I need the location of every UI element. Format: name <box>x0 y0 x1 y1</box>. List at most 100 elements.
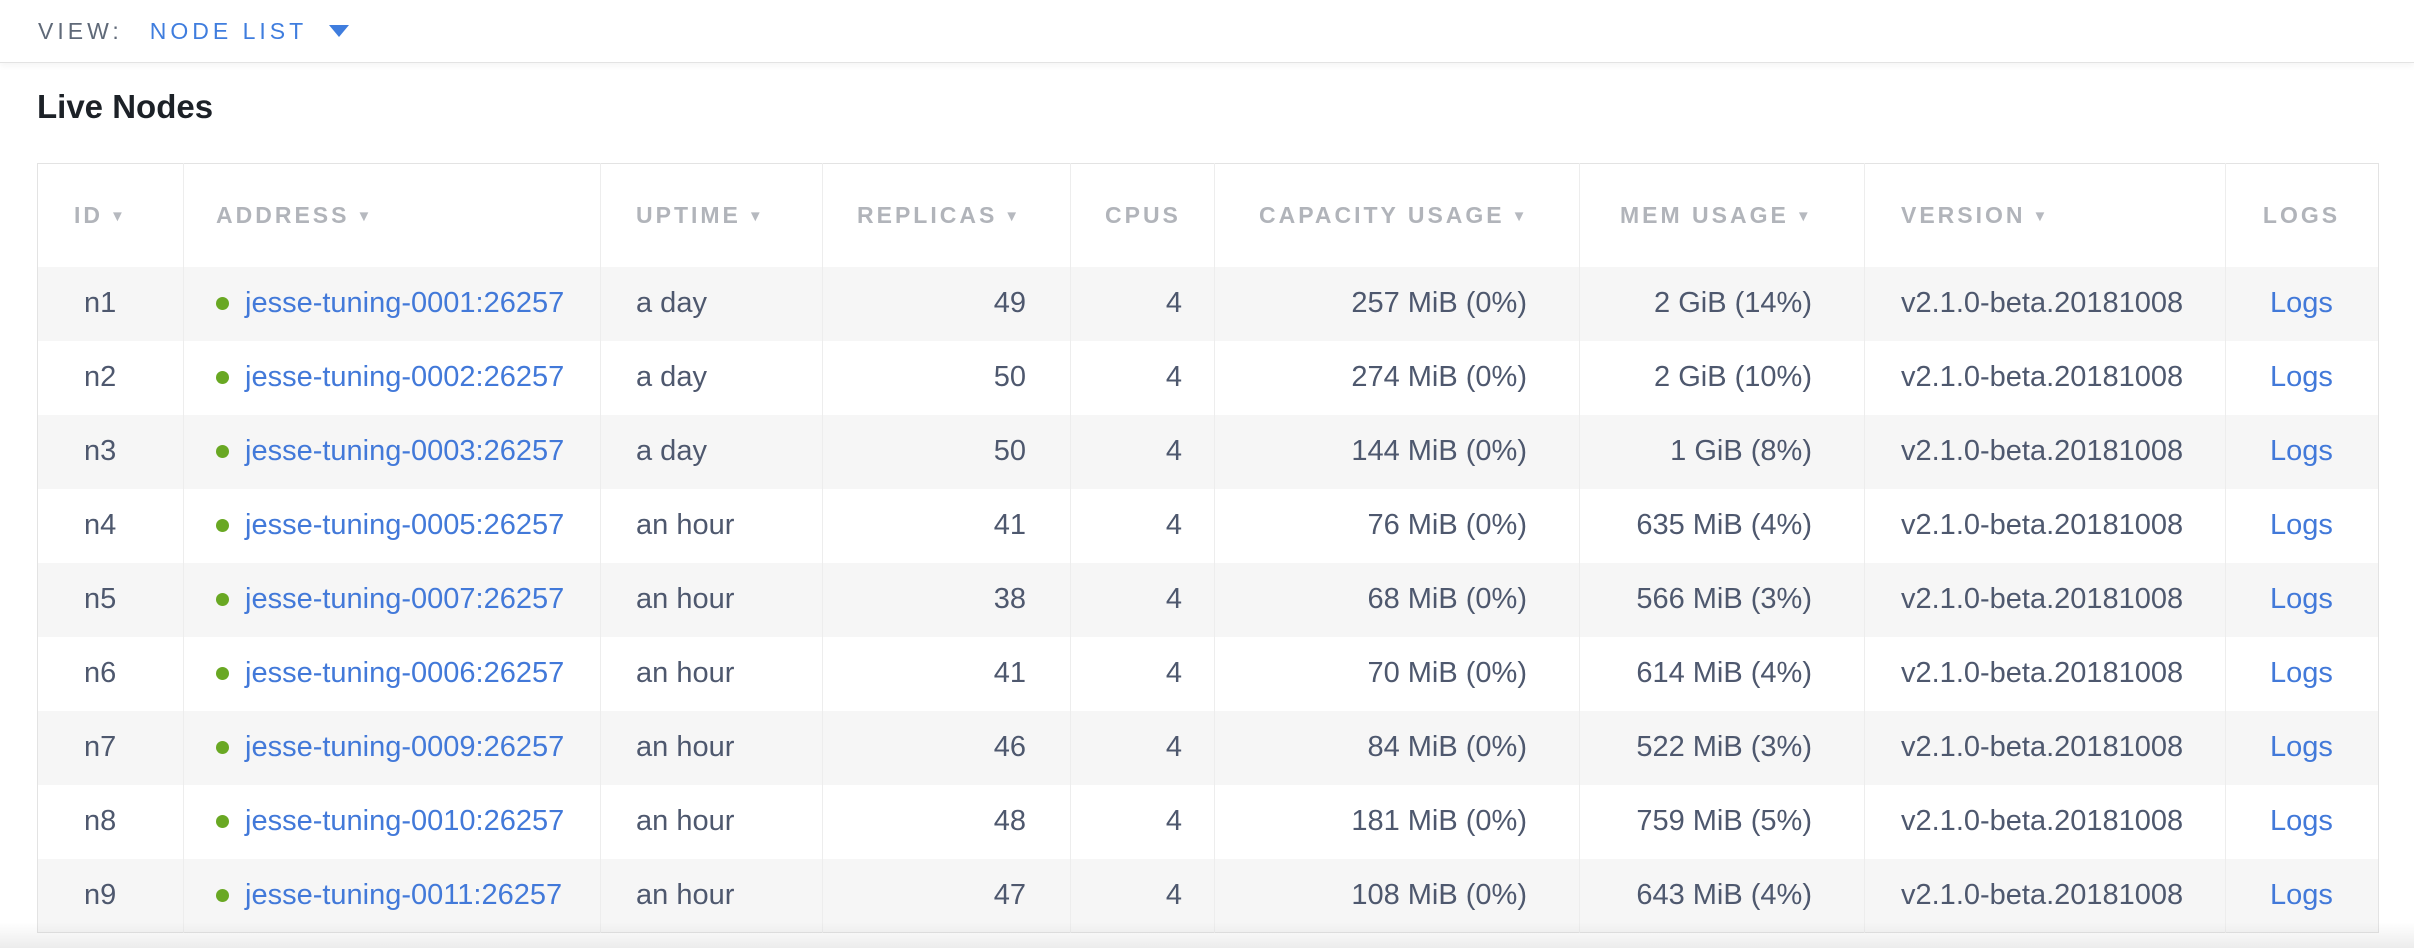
node-id-cell: n8 <box>84 805 117 837</box>
node-id-cell: n2 <box>84 361 117 393</box>
node-capacity-usage-cell: 274 MiB (0%) <box>1214 340 1580 415</box>
node-id-cell: n4 <box>84 509 117 541</box>
node-health-icon <box>216 371 229 384</box>
node-replicas-cell: 50 <box>822 414 1071 489</box>
node-replicas-cell: 47 <box>822 858 1071 933</box>
logs-link[interactable]: Logs <box>2270 509 2333 541</box>
table-row: n8 jesse-tuning-0010:26257 an hour 48 4 … <box>38 784 2379 859</box>
node-address-cell: jesse-tuning-0010:26257 <box>183 784 601 859</box>
node-address-cell: jesse-tuning-0011:26257 <box>183 858 601 933</box>
column-header-replicas[interactable]: REPLICAS ▼ <box>822 163 1071 267</box>
node-address-link[interactable]: jesse-tuning-0006:26257 <box>245 657 565 689</box>
node-cpus-cell: 4 <box>1070 562 1215 637</box>
node-health-icon <box>216 297 229 310</box>
node-mem-usage-cell: 1 GiB (8%) <box>1579 414 1865 489</box>
sort-caret-icon: ▼ <box>747 207 766 225</box>
node-capacity-usage-cell: 68 MiB (0%) <box>1214 562 1580 637</box>
node-id-cell: n3 <box>84 435 117 467</box>
node-address-cell: jesse-tuning-0006:26257 <box>183 636 601 711</box>
node-address-link[interactable]: jesse-tuning-0007:26257 <box>245 583 565 615</box>
logs-link[interactable]: Logs <box>2270 878 2333 911</box>
node-uptime-cell: an hour <box>600 858 823 933</box>
node-health-icon <box>216 593 229 606</box>
node-mem-usage-cell: 614 MiB (4%) <box>1579 636 1865 711</box>
node-capacity-usage-cell: 70 MiB (0%) <box>1214 636 1580 711</box>
node-address-link[interactable]: jesse-tuning-0009:26257 <box>245 731 565 763</box>
node-capacity-usage-cell: 144 MiB (0%) <box>1214 414 1580 489</box>
column-header-mem-usage[interactable]: MEM USAGE ▼ <box>1579 163 1865 267</box>
logs-link[interactable]: Logs <box>2270 731 2333 763</box>
node-address-cell: jesse-tuning-0001:26257 <box>183 266 601 341</box>
node-mem-usage-cell: 643 MiB (4%) <box>1579 858 1865 933</box>
node-version-cell: v2.1.0-beta.20181008 <box>1864 488 2226 563</box>
node-id-cell: n5 <box>84 583 117 615</box>
node-mem-usage-cell: 522 MiB (3%) <box>1579 710 1865 785</box>
node-health-icon <box>216 741 229 754</box>
logs-link[interactable]: Logs <box>2270 805 2333 837</box>
node-mem-usage-cell: 566 MiB (3%) <box>1579 562 1865 637</box>
node-logs-cell: Logs <box>2225 488 2379 563</box>
node-uptime-cell: an hour <box>600 636 823 711</box>
view-dropdown[interactable]: NODE LIST <box>149 17 350 45</box>
node-uptime-cell: a day <box>600 340 823 415</box>
caret-down-icon <box>329 25 350 37</box>
node-address-cell: jesse-tuning-0005:26257 <box>183 488 601 563</box>
sort-caret-icon: ▼ <box>1795 207 1814 225</box>
node-logs-cell: Logs <box>2225 340 2379 415</box>
node-capacity-usage-cell: 76 MiB (0%) <box>1214 488 1580 563</box>
column-header-uptime[interactable]: UPTIME ▼ <box>600 163 823 267</box>
node-address-cell: jesse-tuning-0009:26257 <box>183 710 601 785</box>
table-row: n1 jesse-tuning-0001:26257 a day 49 4 25… <box>37 266 2379 341</box>
node-address-cell: jesse-tuning-0002:26257 <box>183 340 601 415</box>
column-header-version[interactable]: VERSION ▼ <box>1864 163 2226 267</box>
sort-caret-icon: ▼ <box>110 207 128 225</box>
node-address-link[interactable]: jesse-tuning-0002:26257 <box>245 361 565 393</box>
node-logs-cell: Logs <box>2225 858 2379 933</box>
column-header-capacity-usage[interactable]: CAPACITY USAGE ▼ <box>1214 163 1580 267</box>
view-bar: VIEW: NODE LIST <box>0 0 2414 63</box>
node-mem-usage-cell: 635 MiB (4%) <box>1579 488 1865 563</box>
node-version-cell: v2.1.0-beta.20181008 <box>1864 784 2226 859</box>
node-cpus-cell: 4 <box>1070 710 1215 785</box>
table-row: n4 jesse-tuning-0005:26257 an hour 41 4 … <box>38 488 2379 563</box>
node-logs-cell: Logs <box>2225 562 2379 637</box>
node-address-link[interactable]: jesse-tuning-0003:26257 <box>245 435 565 467</box>
node-health-icon <box>216 815 229 828</box>
page-title: Live Nodes <box>37 88 214 125</box>
node-address-link[interactable]: jesse-tuning-0001:26257 <box>245 287 565 319</box>
logs-link[interactable]: Logs <box>2270 287 2333 319</box>
node-capacity-usage-cell: 84 MiB (0%) <box>1214 710 1580 785</box>
node-address-link[interactable]: jesse-tuning-0010:26257 <box>245 805 565 837</box>
node-health-icon <box>216 445 229 458</box>
column-header-id[interactable]: ID ▼ <box>74 201 128 228</box>
node-logs-cell: Logs <box>2225 414 2379 489</box>
sort-caret-icon: ▼ <box>2032 207 2051 225</box>
node-version-cell: v2.1.0-beta.20181008 <box>1864 562 2226 637</box>
node-uptime-cell: an hour <box>600 710 823 785</box>
node-cpus-cell: 4 <box>1070 858 1215 933</box>
column-header-cpus: CPUS <box>1070 163 1215 267</box>
column-header-address[interactable]: ADDRESS ▼ <box>183 163 601 267</box>
node-logs-cell: Logs <box>2225 784 2379 859</box>
node-id-cell: n9 <box>84 878 117 911</box>
node-uptime-cell: a day <box>600 414 823 489</box>
logs-link[interactable]: Logs <box>2270 361 2333 393</box>
view-label: VIEW: <box>38 17 123 44</box>
node-replicas-cell: 50 <box>822 340 1071 415</box>
node-address-cell: jesse-tuning-0003:26257 <box>183 414 601 489</box>
node-uptime-cell: an hour <box>600 562 823 637</box>
table-body: n1 jesse-tuning-0001:26257 a day 49 4 25… <box>37 266 2379 933</box>
node-replicas-cell: 41 <box>822 488 1071 563</box>
logs-link[interactable]: Logs <box>2270 583 2333 615</box>
logs-link[interactable]: Logs <box>2270 435 2333 467</box>
logs-link[interactable]: Logs <box>2270 657 2333 689</box>
node-address-link[interactable]: jesse-tuning-0011:26257 <box>245 878 563 911</box>
node-address-link[interactable]: jesse-tuning-0005:26257 <box>245 509 565 541</box>
node-version-cell: v2.1.0-beta.20181008 <box>1864 414 2226 489</box>
node-uptime-cell: an hour <box>600 784 823 859</box>
view-dropdown-value: NODE LIST <box>149 17 308 44</box>
node-version-cell: v2.1.0-beta.20181008 <box>1864 266 2226 341</box>
table-row: n7 jesse-tuning-0009:26257 an hour 46 4 … <box>37 710 2379 785</box>
node-id-cell: n6 <box>84 657 117 689</box>
node-logs-cell: Logs <box>2225 636 2379 711</box>
